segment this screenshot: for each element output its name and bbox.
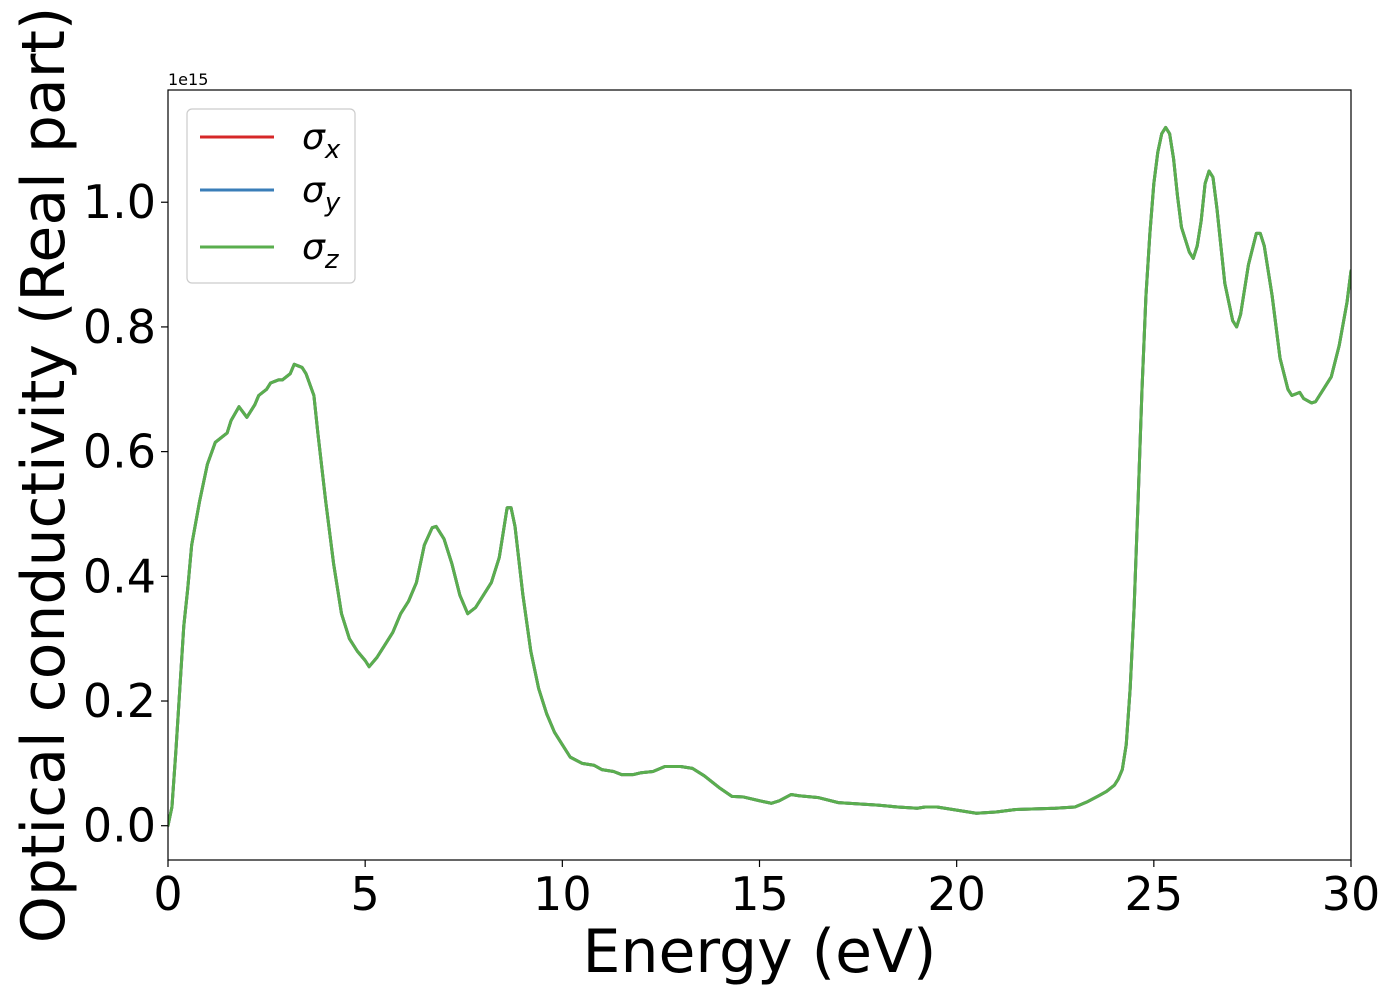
y-tick-label: 0.2 — [83, 674, 156, 728]
x-tick-label: 30 — [1322, 867, 1381, 921]
x-tick-label: 20 — [927, 867, 986, 921]
y-axis-offset-label: 1e15 — [168, 70, 208, 89]
y-tick-label: 0.0 — [83, 799, 156, 853]
legend-frame — [186, 108, 356, 284]
legend-label-z: σz — [302, 227, 340, 275]
y-axis-label: Optical conductivity (Real part) — [9, 7, 79, 944]
y-tick-label: 0.8 — [83, 300, 156, 354]
y-tick-label: 1.0 — [83, 175, 156, 229]
y-tick-label: 0.4 — [83, 549, 156, 603]
x-tick-label: 15 — [730, 867, 789, 921]
x-tick-label: 25 — [1125, 867, 1184, 921]
x-axis-ticks: 0 5 10 15 20 25 30 — [153, 860, 1380, 921]
y-axis-ticks: 0.0 0.2 0.4 0.6 0.8 1.0 — [83, 175, 168, 853]
legend-entries: σx σy σz — [200, 117, 341, 275]
legend-label-y: σy — [302, 170, 341, 218]
x-tick-label: 10 — [533, 867, 592, 921]
x-tick-label: 0 — [153, 867, 182, 921]
legend: σx σy σz — [186, 108, 356, 284]
x-axis-label: Energy (eV) — [583, 917, 937, 987]
legend-label-x: σx — [302, 117, 341, 165]
y-tick-label: 0.6 — [83, 425, 156, 479]
series-line-z — [168, 125, 1351, 828]
x-tick-label: 5 — [351, 867, 380, 921]
series-lines — [168, 125, 1351, 828]
